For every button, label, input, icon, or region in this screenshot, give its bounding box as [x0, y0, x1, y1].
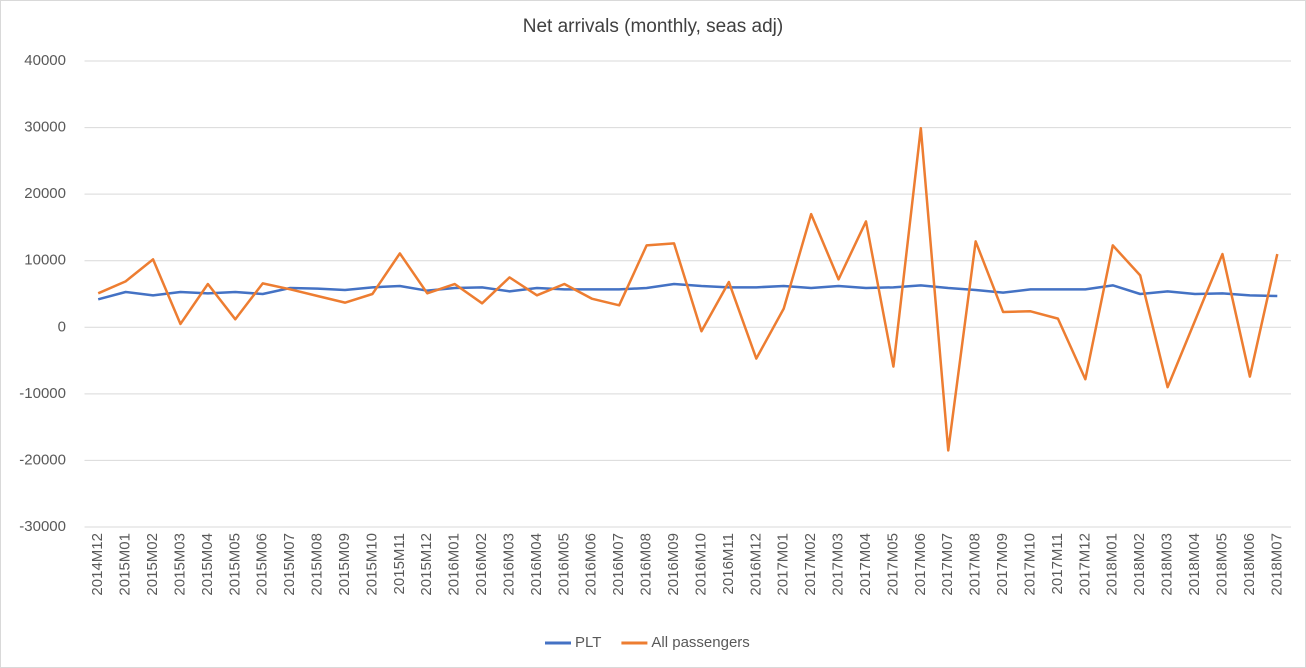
x-tick-label: 2018M07: [1268, 533, 1285, 596]
x-tick-label: 2015M08: [309, 533, 326, 596]
x-tick-label: 2015M05: [226, 533, 243, 596]
x-tick-label: 2017M09: [994, 533, 1011, 596]
y-tick-label: 40000: [24, 52, 66, 69]
x-tick-label: 2015M03: [171, 533, 188, 596]
x-tick-label: 2016M11: [720, 533, 737, 594]
x-tick-label: 2017M01: [775, 533, 792, 596]
x-tick-label: 2015M02: [144, 533, 161, 596]
y-tick-label: -30000: [19, 518, 66, 535]
x-tick-label: 2016M06: [583, 533, 600, 596]
x-tick-label: 2016M09: [665, 533, 682, 596]
x-tick-label: 2016M12: [747, 533, 764, 596]
x-tick-label: 2015M01: [117, 533, 134, 596]
x-tick-label: 2017M02: [802, 533, 819, 596]
x-tick-label: 2015M04: [199, 533, 216, 596]
y-tick-label: 20000: [24, 185, 66, 202]
x-tick-label: 2017M08: [967, 533, 984, 596]
x-tick-label: 2017M03: [830, 533, 847, 596]
legend-label: All passengers: [651, 634, 749, 651]
y-tick-label: -20000: [19, 451, 66, 468]
x-tick-label: 2018M02: [1131, 533, 1148, 596]
x-tick-label: 2018M04: [1186, 533, 1203, 596]
x-tick-label: 2017M05: [884, 533, 901, 596]
x-tick-label: 2015M11: [391, 533, 408, 594]
x-tick-label: 2016M04: [528, 533, 545, 596]
y-tick-label: 10000: [24, 252, 66, 269]
x-tick-label: 2016M10: [692, 533, 709, 596]
x-tick-label: 2015M06: [254, 533, 271, 596]
series-line: [97, 126, 1279, 452]
x-tick-label: 2017M07: [939, 533, 956, 596]
x-tick-label: 2017M06: [912, 533, 929, 596]
x-tick-label: 2016M05: [555, 533, 572, 596]
x-tick-label: 2018M01: [1104, 533, 1121, 596]
x-tick-label: 2018M03: [1159, 533, 1176, 596]
y-tick-label: 0: [58, 318, 66, 335]
x-tick-label: 2015M09: [336, 533, 353, 596]
x-tick-label: 2017M10: [1021, 533, 1038, 596]
x-tick-label: 2016M08: [638, 533, 655, 596]
x-tick-label: 2015M12: [418, 533, 435, 596]
x-tick-label: 2016M07: [610, 533, 627, 596]
x-tick-label: 2018M05: [1213, 533, 1230, 596]
legend-label: PLT: [575, 634, 601, 651]
chart-title: Net arrivals (monthly, seas adj): [523, 16, 783, 37]
x-tick-label: 2015M10: [363, 533, 380, 596]
x-tick-label: 2017M12: [1076, 533, 1093, 596]
y-tick-label: -10000: [19, 385, 66, 402]
x-tick-label: 2017M04: [857, 533, 874, 596]
x-tick-label: 2018M06: [1241, 533, 1258, 596]
x-tick-label: 2015M07: [281, 533, 298, 596]
x-tick-label: 2016M02: [473, 533, 490, 596]
x-tick-label: 2014M12: [89, 533, 106, 596]
y-tick-label: 30000: [24, 119, 66, 136]
x-tick-label: 2017M11: [1049, 533, 1066, 594]
x-tick-label: 2016M03: [500, 533, 517, 596]
x-tick-label: 2016M01: [446, 533, 463, 596]
